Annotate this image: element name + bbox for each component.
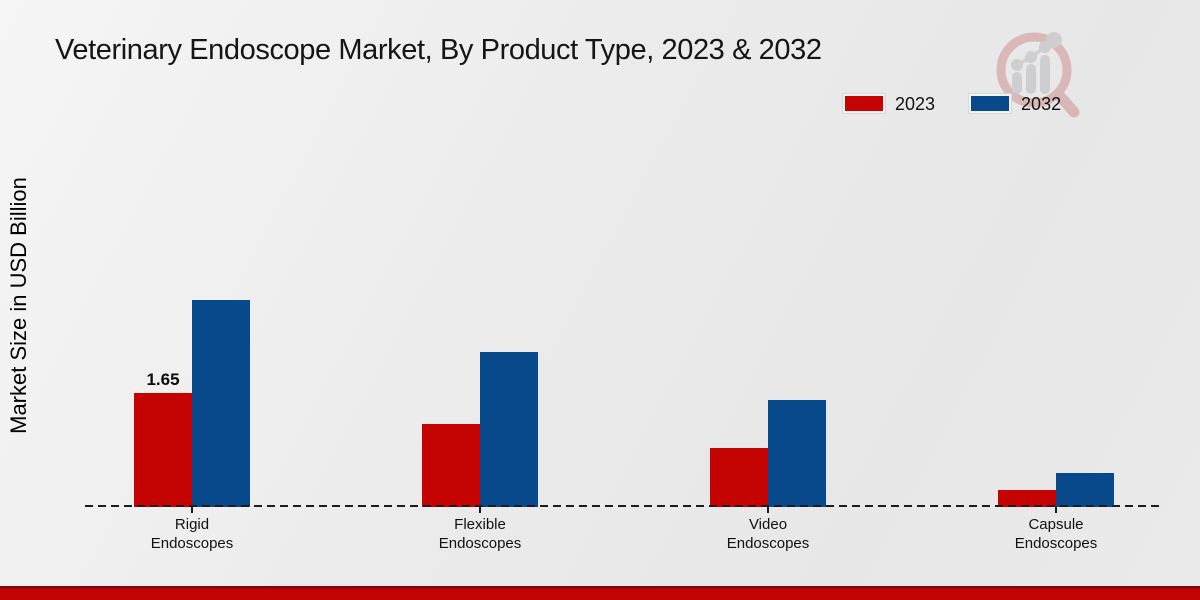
legend: 2023 2032 [843, 94, 1061, 113]
x-label-line: Endoscopes [150, 535, 234, 552]
x-label-line: Rigid [174, 516, 210, 533]
x-tick-flexible-endoscopes [479, 507, 481, 513]
bar-2023-video-endoscopes [710, 448, 768, 507]
bar-2032-flexible-endoscopes [480, 351, 538, 507]
x-label-line: Flexible [454, 516, 506, 533]
x-tick-rigid-endoscopes [191, 507, 193, 513]
x-label-flexible-endoscopes: Flexible Endoscopes [395, 515, 565, 553]
x-label-line: Video [748, 516, 788, 533]
x-label-line: Capsule [1028, 516, 1084, 533]
legend-swatch-2023 [843, 94, 885, 113]
legend-swatch-2032 [969, 94, 1012, 113]
bottom-accent-bar [0, 586, 1200, 600]
bar-2032-rigid-endoscopes [192, 300, 250, 507]
legend-item-2032: 2032 [969, 94, 1061, 113]
x-label-capsule-endoscopes: Capsule Endoscopes [971, 515, 1141, 553]
legend-label-2032: 2032 [1021, 93, 1062, 114]
x-label-line: Endoscopes [1014, 535, 1098, 552]
x-tick-video-endoscopes [767, 507, 769, 513]
legend-label-2023: 2023 [895, 93, 936, 114]
bar-2023-rigid-endoscopes [134, 393, 192, 507]
x-axis-line [85, 505, 1163, 507]
bar-2023-flexible-endoscopes [422, 424, 480, 507]
bar-2023-capsule-endoscopes [998, 489, 1056, 507]
x-label-rigid-endoscopes: Rigid Endoscopes [107, 515, 277, 553]
x-label-line: Endoscopes [438, 535, 522, 552]
legend-item-2023: 2023 [843, 94, 935, 113]
x-label-line: Endoscopes [726, 535, 810, 552]
x-label-video-endoscopes: Video Endoscopes [683, 515, 853, 553]
bar-2032-capsule-endoscopes [1056, 472, 1114, 507]
value-label-2023-rigid-endoscopes: 1.65 [146, 370, 180, 390]
x-tick-capsule-endoscopes [1055, 507, 1057, 513]
bar-chart-magnifier-logo-icon [992, 28, 1084, 120]
chart-title: Veterinary Endoscope Market, By Product … [55, 34, 822, 66]
bar-2032-video-endoscopes [768, 400, 826, 507]
